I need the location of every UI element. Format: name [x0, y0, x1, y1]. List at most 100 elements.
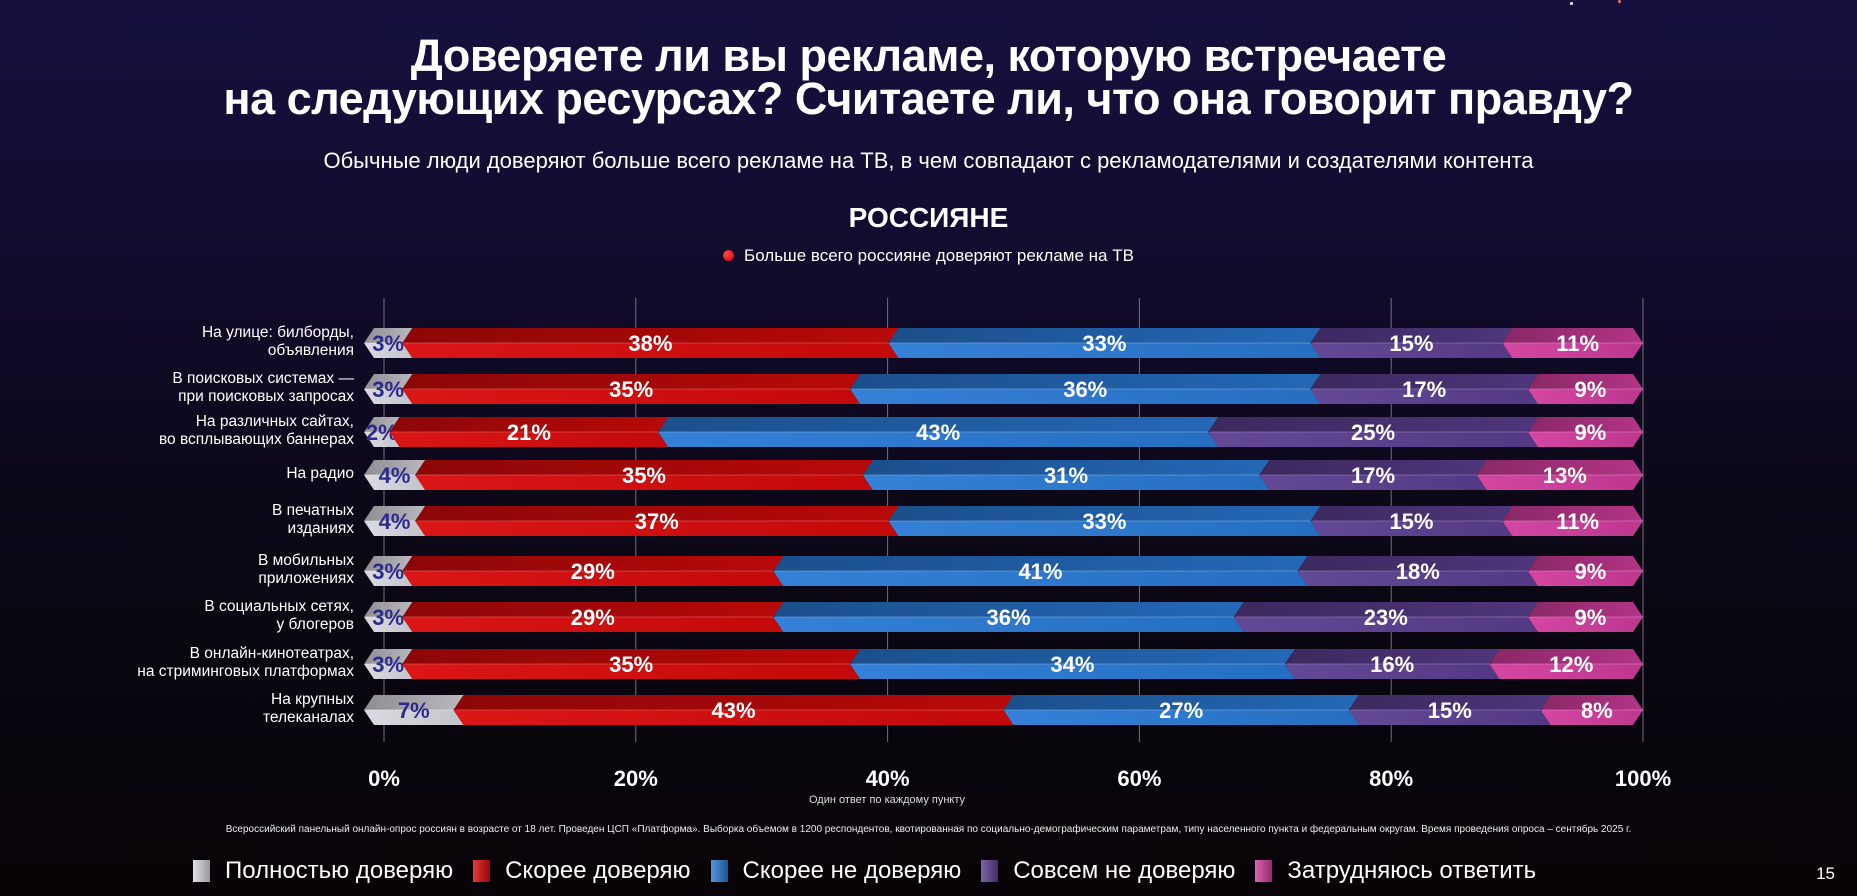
title-line-2: на следующих ресурсах? Считаете ли, что … — [223, 73, 1634, 124]
bar-segment-bottom — [888, 343, 1321, 358]
bar-segment-top — [364, 460, 426, 475]
bar-segment: 8% — [1540, 695, 1643, 725]
bar-segment-top — [364, 602, 413, 617]
data-label: 9% — [1575, 420, 1607, 445]
x-tick-label: 40% — [866, 766, 910, 791]
bar-segment-top — [1489, 649, 1643, 664]
group-title: РОССИЯНЕ — [848, 202, 1009, 233]
bar-segment-bottom — [402, 617, 784, 632]
legend-label: Скорее доверяю — [505, 857, 691, 884]
bar-segment-bottom — [1527, 617, 1643, 632]
bar-segment-top — [402, 602, 784, 617]
category-label: На радио — [94, 465, 354, 483]
bar-segment-top — [658, 417, 1219, 432]
data-label: 27% — [1159, 698, 1203, 723]
category-label-line: при поисковых запросах — [178, 388, 354, 405]
bar-segment-bottom — [1297, 571, 1538, 586]
bar-segment-bottom — [1348, 710, 1551, 725]
bar-segment-top — [415, 460, 873, 475]
data-label: 12% — [1549, 652, 1593, 677]
bar-segment-bottom — [658, 432, 1219, 447]
bar-segment-bottom — [402, 343, 899, 358]
bar-segment-bottom — [1527, 432, 1643, 447]
data-label: 9% — [1575, 605, 1607, 630]
bar-segment-bottom — [453, 710, 1014, 725]
legend-swatch — [193, 860, 210, 882]
data-label: 16% — [1370, 652, 1414, 677]
bar-segment-bottom — [1233, 617, 1538, 632]
data-label: 33% — [1082, 509, 1126, 534]
data-label: 3% — [372, 377, 404, 402]
bar-segment-bottom — [402, 571, 784, 586]
bar-segment-bottom — [364, 617, 413, 632]
data-label: 3% — [372, 652, 404, 677]
bar-segment-top — [364, 328, 413, 343]
legend-item: Скорее не доверяю — [710, 857, 962, 885]
category-label: В социальных сетях, у блогеров — [94, 598, 354, 634]
bar-segment-top — [1284, 649, 1500, 664]
page-title: Доверяете ли вы рекламе, которую встреча… — [0, 30, 1857, 124]
data-label: 43% — [916, 420, 960, 445]
bar-segment-top — [402, 556, 784, 571]
bar-segment: 35% — [402, 374, 861, 404]
bar-segment-top — [850, 649, 1295, 664]
data-label: 35% — [622, 463, 666, 488]
stacked-bar-chart: 3% 38% 33% 15% 11% 3% 35% 36% 17% 9% 2% 21% 43% 25% 9%… — [364, 298, 1644, 791]
bar-row: 2% 21% 43% 25% 9% — [364, 417, 1643, 447]
bar-segment-top — [862, 460, 1270, 475]
bar-segment-top — [1476, 460, 1643, 475]
data-label: 41% — [1018, 559, 1062, 584]
bar-segment-bottom — [1259, 475, 1487, 490]
bar-segment: 9% — [1527, 556, 1643, 586]
category-label-line: В поисковых системах — — [172, 370, 354, 387]
category-label-line: В печатных — [271, 502, 354, 519]
bar-segment: 17% — [1259, 460, 1487, 490]
bar-row: 3% 35% 34% 16% 12% — [364, 649, 1643, 679]
bar-segment-bottom — [862, 475, 1270, 490]
bar-segment-bottom — [888, 521, 1321, 536]
bar-segment: 41% — [773, 556, 1308, 586]
bar-segment: 31% — [862, 460, 1270, 490]
x-tick-label: 0% — [368, 766, 400, 791]
bar-segment: 36% — [773, 602, 1244, 632]
bar-row: 4% 35% 31% 17% 13% — [364, 460, 1643, 490]
category-label-line: объявления — [267, 342, 354, 359]
bar-segment-top — [773, 602, 1244, 617]
bar-segment: 9% — [1527, 417, 1643, 447]
bar-segment-top — [453, 695, 1014, 710]
bars: 3% 38% 33% 15% 11% 3% 35% 36% 17% 9% 2% 21% 43% 25% 9%… — [364, 328, 1643, 725]
x-tick-label: 80% — [1369, 766, 1413, 791]
bar-segment-bottom — [402, 389, 861, 404]
category-label: На улице: билборды, объявления — [94, 324, 354, 360]
bar-segment: 25% — [1208, 417, 1538, 447]
bar-segment-bottom — [1284, 664, 1500, 679]
x-tick-label: 20% — [614, 766, 658, 791]
data-label: 29% — [571, 605, 615, 630]
bar-segment-top — [364, 649, 413, 664]
data-label: 37% — [635, 509, 679, 534]
category-label-line: В мобильных — [257, 552, 354, 569]
title-line-1: Доверяете ли вы рекламе, которую встреча… — [410, 30, 1447, 81]
bar-segment-top — [1233, 602, 1538, 617]
data-label: 9% — [1575, 559, 1607, 584]
bar-row: 3% 29% 36% 23% 9% — [364, 602, 1643, 632]
legend-item: Полностью доверяю — [193, 857, 453, 885]
bar-segment: 15% — [1348, 695, 1551, 725]
bar-segment-bottom — [1502, 521, 1643, 536]
bar-segment-top — [1003, 695, 1359, 710]
bar-segment-bottom — [850, 664, 1295, 679]
bar-row: 3% 38% 33% 15% 11% — [364, 328, 1643, 358]
legend-item: Совсем не доверяю — [981, 857, 1235, 885]
legend-label: Скорее не доверяю — [742, 857, 962, 884]
data-label: 31% — [1044, 463, 1088, 488]
bar-segment-top — [402, 374, 861, 389]
bar-segment: 36% — [850, 374, 1321, 404]
bar-segment-bottom — [364, 521, 426, 536]
data-label: 18% — [1396, 559, 1440, 584]
page-subtitle: Обычные люди доверяют больше всего рекла… — [323, 148, 1534, 173]
bar-segment-top — [1527, 417, 1643, 432]
data-label: 29% — [571, 559, 615, 584]
bar-segment-bottom — [402, 664, 861, 679]
bar-segment-top — [1310, 328, 1513, 343]
bar-row: 7% 43% 27% 15% 8% — [364, 695, 1643, 725]
